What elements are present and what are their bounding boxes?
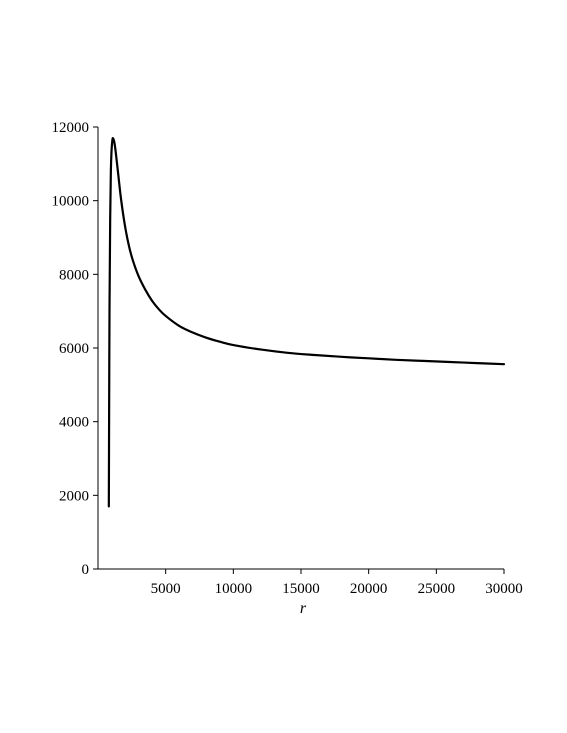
x-tick-label: 5000 [151, 581, 181, 597]
y-ticks: 0 2000 4000 6000 8000 10000 12000 [52, 120, 98, 578]
y-tick-label: 8000 [59, 267, 89, 283]
y-tick-label: 12000 [52, 120, 90, 136]
series-group [107, 136, 506, 508]
y-tick-label: 4000 [59, 415, 89, 431]
x-tick-label: 10000 [215, 581, 253, 597]
x-tick-label: 20000 [350, 581, 388, 597]
y-tick-label: 6000 [59, 341, 89, 357]
x-ticks: 5000 10000 15000 20000 25000 30000 [151, 569, 523, 597]
x-tick-label: 25000 [418, 581, 456, 597]
y-tick-label: 2000 [59, 488, 89, 504]
x-tick-label: 15000 [282, 581, 320, 597]
axes [97, 127, 504, 570]
x-axis-title: r [300, 600, 307, 617]
series-line [107, 136, 506, 508]
x-tick-label: 30000 [485, 581, 523, 597]
y-tick-label: 0 [82, 562, 90, 578]
y-tick-label: 10000 [52, 194, 90, 210]
